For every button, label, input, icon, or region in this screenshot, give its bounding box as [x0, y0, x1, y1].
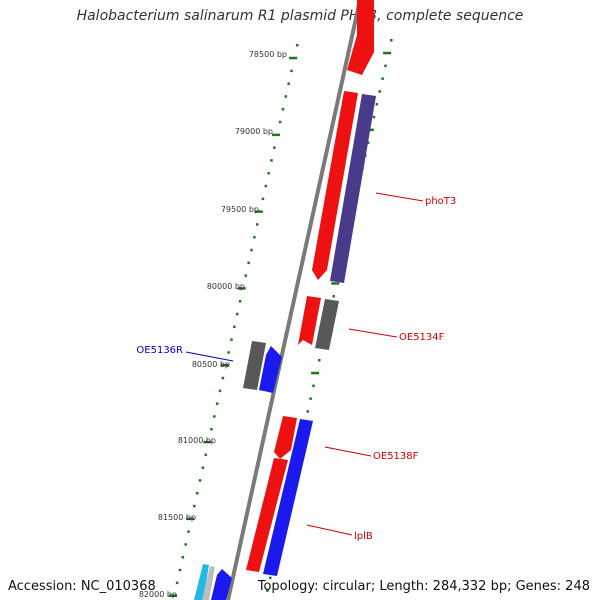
- minor-tick: [193, 504, 196, 508]
- minor-tick: [296, 44, 299, 47]
- minor-tick: [378, 90, 381, 93]
- minor-tick: [266, 589, 269, 592]
- lplB-feature[interactable]: [246, 458, 288, 572]
- major-tick: [237, 287, 246, 290]
- minor-tick: [332, 295, 335, 298]
- major-tick: [271, 133, 280, 137]
- cds-feature[interactable]: [211, 569, 232, 600]
- minor-tick: [269, 576, 272, 580]
- lplB-label[interactable]: lplB: [354, 531, 373, 542]
- minor-tick: [233, 325, 236, 329]
- phoT3-label[interactable]: phoT3: [425, 196, 456, 207]
- minor-tick: [227, 351, 230, 354]
- minor-tick: [306, 410, 309, 413]
- tick-label: 81000 bp: [178, 436, 216, 445]
- minor-tick: [247, 261, 250, 265]
- minor-tick: [221, 376, 225, 380]
- minor-tick: [287, 82, 290, 85]
- OE5138F-label[interactable]: OE5138F: [373, 451, 419, 462]
- tick-label: 81500 bp: [158, 513, 196, 522]
- major-tick: [169, 594, 178, 597]
- minor-tick: [284, 95, 288, 98]
- minor-tick: [372, 115, 376, 119]
- OE5134F-label[interactable]: OE5134F: [399, 332, 445, 343]
- minor-tick: [270, 159, 273, 162]
- lplB-leader: [306, 524, 353, 536]
- OE5136R-label[interactable]: OE5136R: [136, 345, 183, 356]
- major-tick: [203, 440, 212, 444]
- minor-tick: [195, 492, 199, 495]
- cds-feature[interactable]: [274, 416, 297, 459]
- cds-feature[interactable]: [312, 91, 358, 280]
- tick-label: 80000 bp: [207, 282, 245, 291]
- cds-feature[interactable]: [347, 0, 374, 75]
- minor-tick: [175, 581, 179, 585]
- minor-tick: [312, 384, 315, 388]
- minor-tick: [181, 556, 185, 559]
- minor-tick: [390, 39, 393, 42]
- OE5138F-leader: [324, 446, 372, 457]
- sequence-backbone: [226, 0, 362, 600]
- map-title: Halobacterium salinarum R1 plasmid PHS3,…: [76, 8, 524, 24]
- minor-tick: [267, 172, 270, 175]
- cds-feature[interactable]: [298, 296, 321, 345]
- OE5136R-leader: [185, 351, 234, 362]
- tick-label: 80500 bp: [192, 360, 230, 369]
- minor-tick: [204, 453, 207, 457]
- minor-tick: [184, 543, 187, 546]
- minor-tick: [230, 338, 233, 341]
- tick-label: 78500 bp: [249, 50, 287, 59]
- OE5134F-leader: [348, 328, 398, 338]
- OE5136R-gene-feature[interactable]: [243, 341, 266, 390]
- minor-tick: [218, 389, 222, 393]
- phoT3-feature[interactable]: [330, 94, 376, 283]
- OE5136R-feature[interactable]: [259, 346, 282, 393]
- minor-tick: [381, 77, 384, 80]
- minor-tick: [261, 197, 265, 201]
- minor-tick: [255, 223, 259, 226]
- gene-feature[interactable]: [202, 566, 215, 600]
- minor-tick: [278, 120, 282, 124]
- tick-label: 79500 bp: [221, 205, 259, 214]
- minor-tick: [366, 141, 370, 144]
- minor-tick: [201, 466, 205, 469]
- summary-text: Topology: circular; Length: 284,332 bp; …: [257, 579, 590, 594]
- tick-label: 82000 bp: [139, 590, 177, 599]
- major-tick: [186, 517, 195, 521]
- major-tick: [331, 282, 340, 285]
- minor-tick: [238, 300, 242, 303]
- major-tick: [311, 371, 320, 375]
- minor-tick: [281, 108, 285, 111]
- cds-feature[interactable]: [194, 564, 209, 600]
- major-tick: [289, 56, 298, 60]
- minor-tick: [213, 415, 216, 418]
- minor-tick: [250, 248, 253, 252]
- minor-tick: [215, 402, 219, 405]
- accession-text: Accession: NC_010368: [8, 579, 156, 594]
- major-tick: [383, 51, 392, 55]
- minor-tick: [290, 69, 293, 73]
- minor-tick: [187, 530, 190, 533]
- major-tick: [254, 210, 263, 213]
- minor-tick: [210, 428, 213, 431]
- major-tick: [220, 364, 229, 367]
- tick-label: 79000 bp: [235, 127, 273, 136]
- OE5138F-feature[interactable]: [263, 419, 313, 576]
- minor-tick: [253, 236, 256, 239]
- minor-tick: [235, 312, 239, 316]
- minor-tick: [309, 397, 312, 400]
- minor-tick: [318, 359, 321, 362]
- minor-tick: [244, 274, 248, 277]
- phoT3-leader: [375, 192, 424, 202]
- minor-tick: [264, 184, 268, 188]
- minor-tick: [178, 568, 182, 572]
- OE5134F-feature[interactable]: [315, 299, 339, 350]
- minor-tick: [384, 64, 387, 68]
- minor-tick: [273, 146, 276, 149]
- minor-tick: [198, 479, 202, 482]
- minor-tick: [375, 103, 379, 106]
